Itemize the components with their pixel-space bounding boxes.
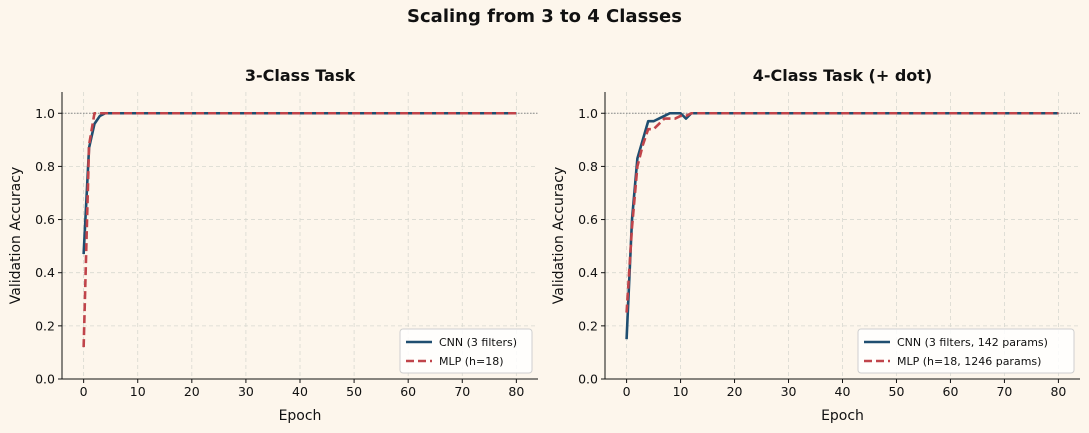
- legend-label-mlp: MLP (h=18, 1246 params): [897, 355, 1041, 368]
- legend-label-cnn: CNN (3 filters): [439, 336, 517, 349]
- chart-panel-2: 0 10 20 30 40 50 60 70 80 0.0 0.2 0.4 0.6 0.8 1.0 4-Cla…: [551, 66, 1080, 424]
- y-tick-label: 0.2: [578, 318, 598, 333]
- x-tick-label: 30: [238, 384, 254, 399]
- x-tick-label: 50: [346, 384, 362, 399]
- legend-label-cnn: CNN (3 filters, 142 params): [897, 336, 1048, 349]
- legend-box: [857, 328, 1075, 374]
- x-tick-label: 30: [781, 384, 797, 399]
- y-tick-label: 0.8: [578, 159, 598, 174]
- x-tick-label: 60: [400, 384, 416, 399]
- series-line-mlp: [82, 111, 517, 348]
- x-tick-label: 40: [835, 384, 851, 399]
- y-tick-label: 0.4: [578, 265, 598, 280]
- x-tick-label: 50: [889, 384, 905, 399]
- y-tick-label: 0.2: [35, 318, 55, 333]
- x-tick-label: 10: [130, 384, 146, 399]
- x-axis-label: Epoch: [279, 408, 322, 424]
- y-axis-label: Validation Accuracy: [8, 167, 24, 305]
- x-tick-label: 40: [292, 384, 308, 399]
- legend: CNN (3 filters, 142 params) MLP (h=18, 12…: [857, 328, 1075, 374]
- chart-title: 3-Class Task: [245, 66, 356, 85]
- y-tick-label: 0.6: [578, 212, 598, 227]
- x-tick-label: 20: [727, 384, 743, 399]
- y-axis-label: Validation Accuracy: [551, 167, 567, 305]
- x-tick-label: 70: [454, 384, 470, 399]
- x-axis-label: Epoch: [821, 408, 864, 424]
- x-tick-label: 20: [184, 384, 200, 399]
- x-tick-label: 10: [673, 384, 689, 399]
- x-tick-label: 80: [508, 384, 524, 399]
- x-tick-label: 0: [80, 384, 88, 399]
- y-tick-label: 1.0: [35, 106, 55, 121]
- x-tick-label: 70: [996, 384, 1012, 399]
- legend-box: [399, 328, 533, 374]
- y-tick-label: 0.0: [35, 372, 55, 387]
- x-tick-label: 80: [1050, 384, 1066, 399]
- legend: CNN (3 filters) MLP (h=18): [399, 328, 533, 374]
- y-tick-label: 0.0: [578, 372, 598, 387]
- chart-title: 4-Class Task (+ dot): [753, 66, 933, 85]
- y-tick-label: 0.4: [35, 265, 55, 280]
- x-tick-label: 60: [943, 384, 959, 399]
- y-tick-label: 0.8: [35, 159, 55, 174]
- x-tick-label: 0: [623, 384, 631, 399]
- y-tick-label: 0.6: [35, 212, 55, 227]
- figure-suptitle: Scaling from 3 to 4 Classes: [407, 6, 682, 27]
- legend-label-mlp: MLP (h=18): [439, 355, 504, 368]
- series-line-mlp: [625, 111, 1059, 313]
- chart-panel-1: 0 10 20 30 40 50 60 70 80 0.0 0.2 0.4 0.6 0.8 1.0 3-Cla…: [8, 66, 538, 424]
- y-tick-label: 1.0: [578, 106, 598, 121]
